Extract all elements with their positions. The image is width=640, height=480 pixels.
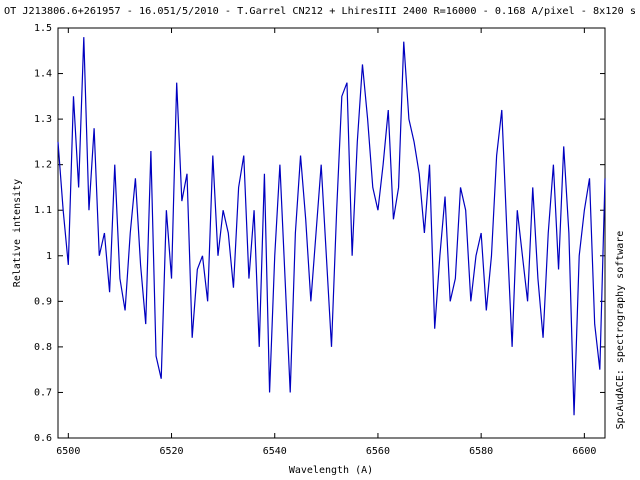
y-tick-label: 0.7: [34, 387, 52, 398]
plot-frame: [57, 27, 606, 439]
x-axis-label: Wavelength (A): [289, 465, 373, 476]
y-tick-label: 1: [46, 251, 52, 262]
y-tick-label: 1.2: [34, 160, 52, 171]
x-tick-label: 6580: [469, 446, 493, 457]
y-tick-label: 1.3: [34, 114, 52, 125]
y-tick-label: 1.1: [34, 205, 52, 216]
x-tick-label: 6600: [572, 446, 596, 457]
x-tick-label: 6540: [263, 446, 287, 457]
y-tick-label: 0.8: [34, 342, 52, 353]
x-tick-label: 6520: [159, 446, 183, 457]
x-tick-label: 6560: [366, 446, 390, 457]
spectrum-line: [57, 37, 606, 416]
y-tick-label: 1.5: [34, 23, 52, 34]
y-tick-label: 1.4: [34, 69, 52, 80]
y-tick-label: 0.9: [34, 296, 52, 307]
y-axis-label: Relative intensity: [12, 179, 23, 287]
chart-title: OT J213806.6+261957 - 16.051/5/2010 - T.…: [4, 6, 636, 17]
annotation: SpcAudACE: spectrography software: [615, 231, 626, 430]
x-tick-label: 6500: [56, 446, 80, 457]
y-tick-label: 0.6: [34, 433, 52, 444]
